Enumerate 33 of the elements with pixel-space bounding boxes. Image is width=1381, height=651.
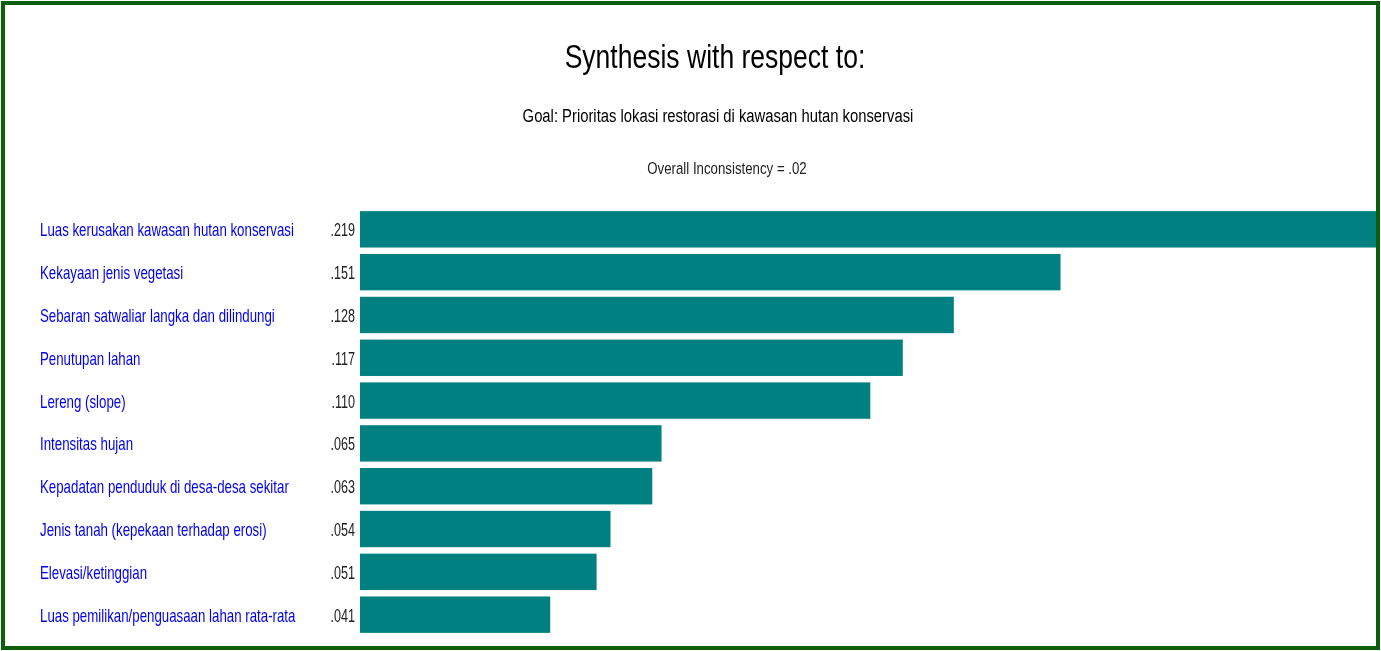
y-tick-label: Elevasi/ketinggian: [40, 561, 148, 583]
bar: [360, 339, 903, 376]
data-label: .117: [331, 348, 355, 369]
bar: [360, 510, 611, 548]
data-label: .051: [330, 562, 355, 583]
data-label: .054: [330, 519, 356, 540]
text: Overall Inconsistency = .02: [647, 158, 807, 178]
data-label: .063: [330, 477, 355, 497]
y-tick-label: Luas kerusakan kawasan hutan konservasi: [40, 218, 294, 240]
data-label: .110: [331, 391, 356, 412]
bar: [360, 468, 653, 505]
y-tick-label: Kekayaan jenis vegetasi: [40, 261, 184, 283]
data-label: .151: [330, 262, 355, 283]
bar: [360, 425, 662, 462]
data-label: .041: [330, 605, 355, 626]
bar: [360, 596, 551, 633]
y-tick-label: Luas pemilikan/penguasaan lahan rata-rata: [40, 604, 297, 626]
y-tick-label: Lereng (slope): [40, 390, 126, 412]
y-tick-label: Penutupan lahan: [40, 347, 141, 369]
y-tick-label: Jenis tanah (kepekaan terhadap erosi): [40, 518, 267, 540]
data-label: .065: [330, 434, 355, 454]
bar: [360, 253, 1061, 291]
data-label: .128: [330, 305, 355, 326]
data-label: .219: [330, 220, 355, 240]
chart-subtitle: Goal: Prioritas lokasi restorasi di kawasan hutan konservasi: [522, 105, 914, 127]
chart-title: Synthesis with respect to:: [564, 36, 866, 76]
bar: [360, 211, 1376, 248]
bar: [360, 296, 954, 334]
y-tick-label: Intensitas hujan: [40, 433, 134, 454]
bar: [360, 382, 871, 419]
y-tick-label: Kepadatan penduduk di desa-desa sekitar: [40, 475, 290, 497]
bar: [360, 553, 597, 591]
y-tick-label: Sebaran satwaliar langka dan dilindungi: [40, 304, 275, 326]
